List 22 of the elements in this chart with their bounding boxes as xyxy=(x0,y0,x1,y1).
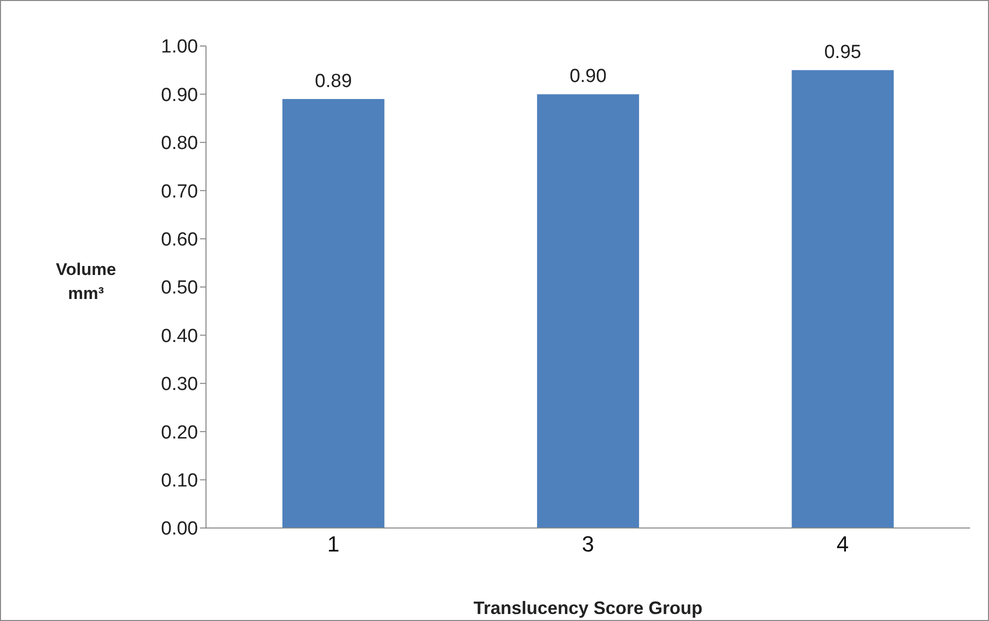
y-tick-label: 0.40 xyxy=(161,326,198,347)
x-tick-label: 3 xyxy=(582,532,594,557)
x-tick-label: 1 xyxy=(327,532,340,557)
y-axis-title: Volume mm³ xyxy=(56,260,116,303)
data-label: 0.95 xyxy=(824,42,862,64)
y-tick-label: 0.90 xyxy=(161,84,198,106)
x-axis-title: Translucency Score Group xyxy=(473,598,703,618)
x-tick-label: 4 xyxy=(836,532,849,557)
y-tick-label: 0.10 xyxy=(161,470,198,492)
y-tick-label: 0.30 xyxy=(161,374,198,396)
bar xyxy=(792,70,894,528)
y-tick-label: 1.00 xyxy=(161,36,198,58)
y-tick-label: 0.20 xyxy=(161,422,198,444)
bar xyxy=(282,99,384,528)
y-tick-label: 0.00 xyxy=(161,518,198,540)
y-tick-label: 0.60 xyxy=(161,230,198,251)
data-label: 0.90 xyxy=(570,66,607,88)
y-tick-label: 0.50 xyxy=(161,278,198,299)
data-label: 0.89 xyxy=(314,71,352,92)
y-tick-label: 0.70 xyxy=(161,181,198,202)
y-tick-label: 0.80 xyxy=(161,133,198,154)
bar xyxy=(537,94,640,528)
